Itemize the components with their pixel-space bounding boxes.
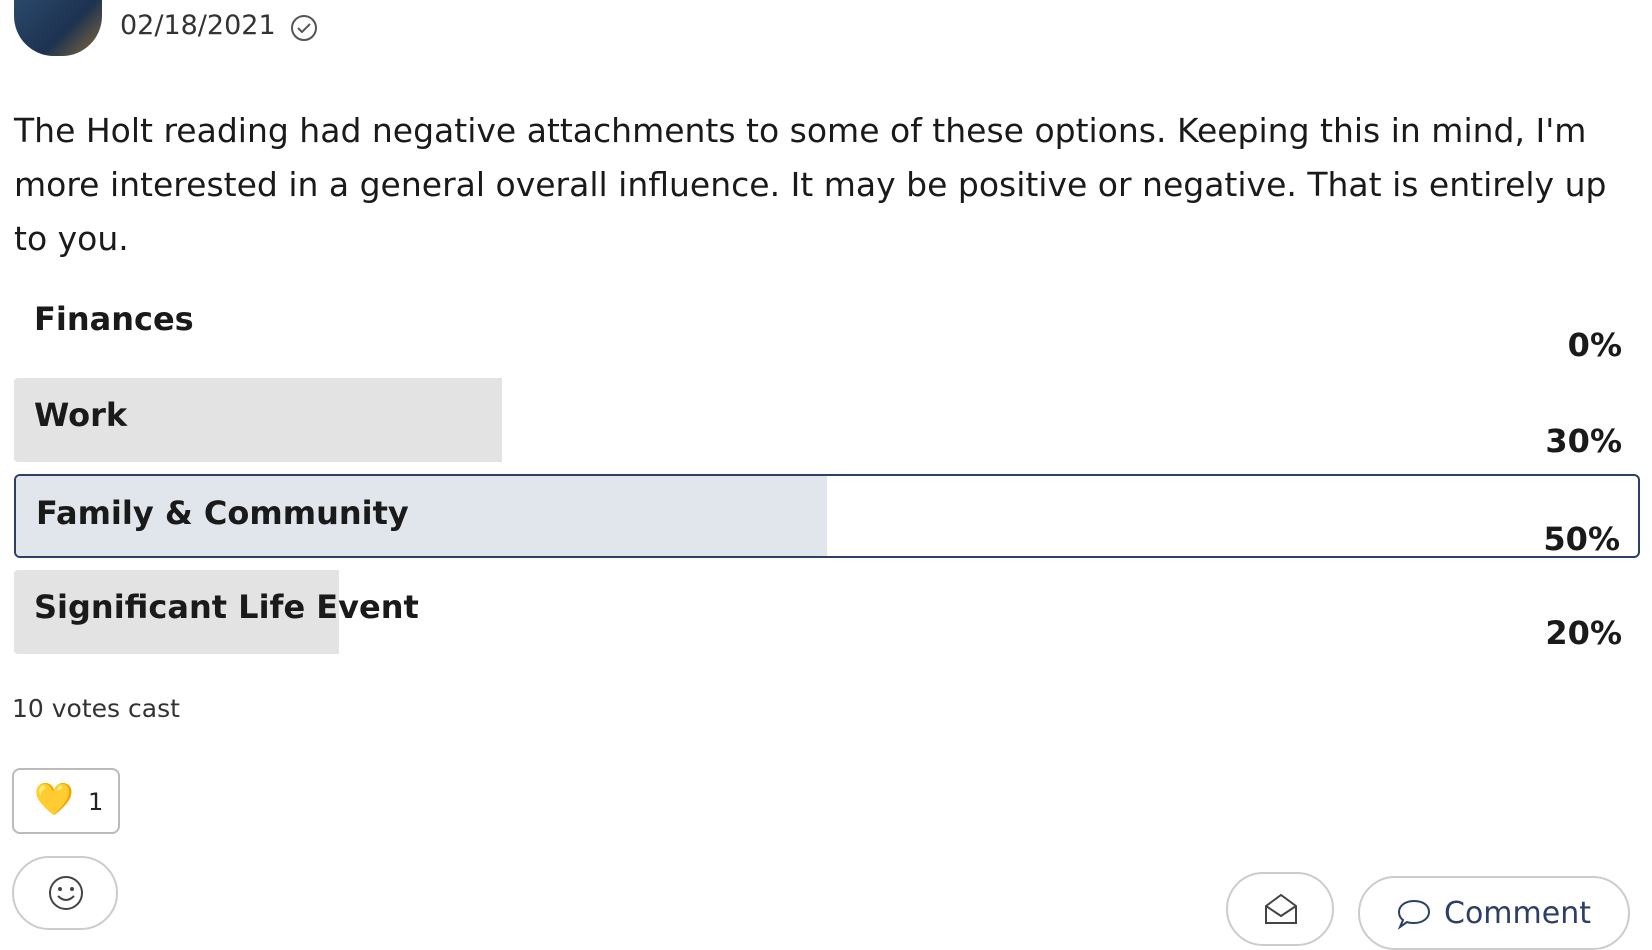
reaction-emoji: 💛 xyxy=(34,780,74,818)
option-percent: 0% xyxy=(1568,326,1622,364)
option-percent: 20% xyxy=(1545,614,1622,652)
option-label: Work xyxy=(34,396,127,434)
reaction-count: 1 xyxy=(88,788,103,816)
poll-option[interactable]: Family & Community 50% xyxy=(14,474,1640,558)
option-percent: 30% xyxy=(1545,422,1622,460)
comment-label: Comment xyxy=(1444,896,1591,931)
option-label: Significant Life Event xyxy=(34,588,419,626)
comment-icon xyxy=(1396,896,1432,932)
avatar[interactable] xyxy=(14,0,102,56)
post-body: The Holt reading had negative attachment… xyxy=(14,104,1634,266)
poll-option[interactable]: Finances 0% xyxy=(14,282,1640,366)
comment-button[interactable]: Comment xyxy=(1358,876,1630,950)
option-label: Finances xyxy=(34,300,194,338)
smiley-icon xyxy=(46,873,86,913)
votes-cast: 10 votes cast xyxy=(12,694,180,723)
post-date: 02/18/2021 xyxy=(120,10,276,41)
option-percent: 50% xyxy=(1543,520,1620,558)
verified-icon xyxy=(290,14,318,42)
envelope-icon xyxy=(1261,889,1301,929)
message-button[interactable] xyxy=(1226,872,1334,946)
add-reaction-button[interactable] xyxy=(12,856,118,930)
reaction-button[interactable]: 💛 1 xyxy=(12,768,120,834)
option-label: Family & Community xyxy=(36,494,409,532)
poll-option[interactable]: Significant Life Event 20% xyxy=(14,570,1640,654)
poll: Finances 0% Work 30% Family & Community 50% Si… xyxy=(14,282,1640,666)
poll-option[interactable]: Work 30% xyxy=(14,378,1640,462)
page: {"post": {"date": "02/18/2021", "body": … xyxy=(0,0,1652,945)
